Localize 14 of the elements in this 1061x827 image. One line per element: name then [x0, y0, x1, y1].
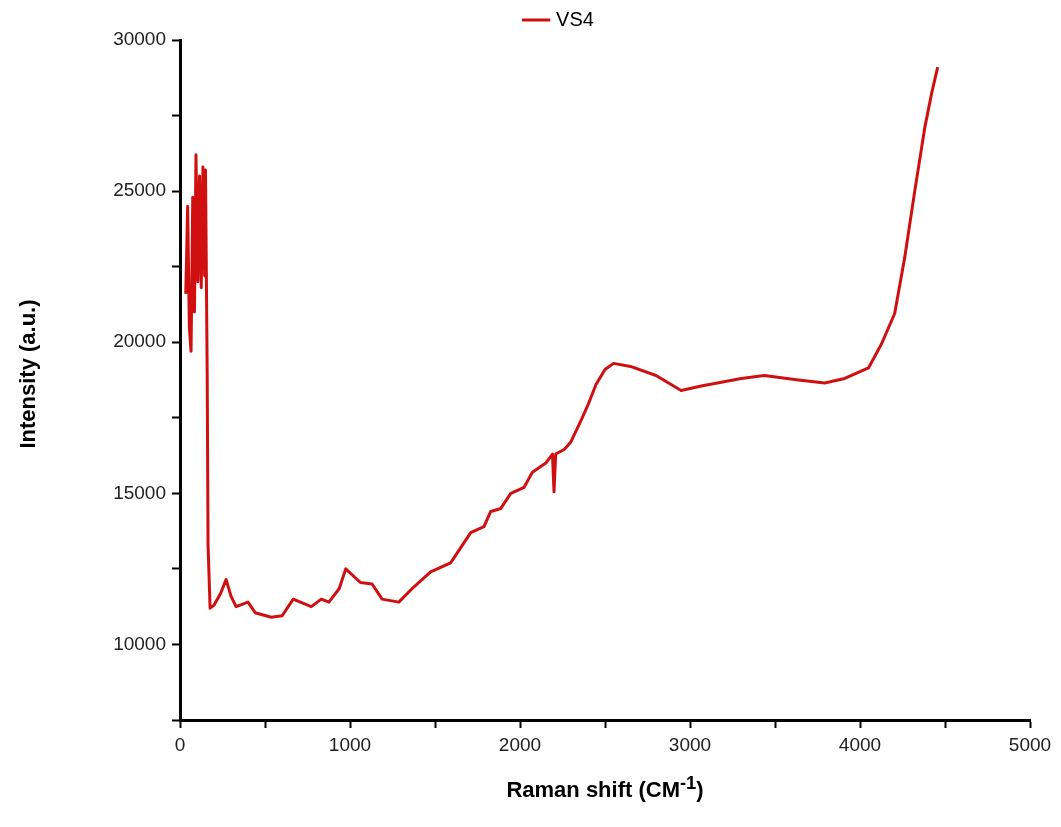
y-axis-title: Intensity (a.u.)	[15, 299, 41, 449]
y-tick-label: 25000	[113, 179, 166, 201]
legend-label: VS4	[556, 7, 594, 30]
x-tick-label: 5000	[1008, 733, 1052, 755]
y-tick-label: 30000	[113, 28, 166, 50]
x-tick-label: 0	[174, 733, 186, 755]
y-tick-label: 15000	[113, 481, 166, 503]
y-tick-label: 10000	[113, 632, 166, 654]
x-tick-label: 1000	[328, 733, 372, 755]
x-axis-title: Raman shift (CM$^{-1}$)	[505, 772, 705, 804]
x-tick-label: 3000	[668, 733, 712, 755]
y-tick-label: 20000	[113, 330, 166, 352]
x-tick-label: 2000	[498, 733, 542, 755]
x-tick-label: 4000	[838, 733, 882, 755]
